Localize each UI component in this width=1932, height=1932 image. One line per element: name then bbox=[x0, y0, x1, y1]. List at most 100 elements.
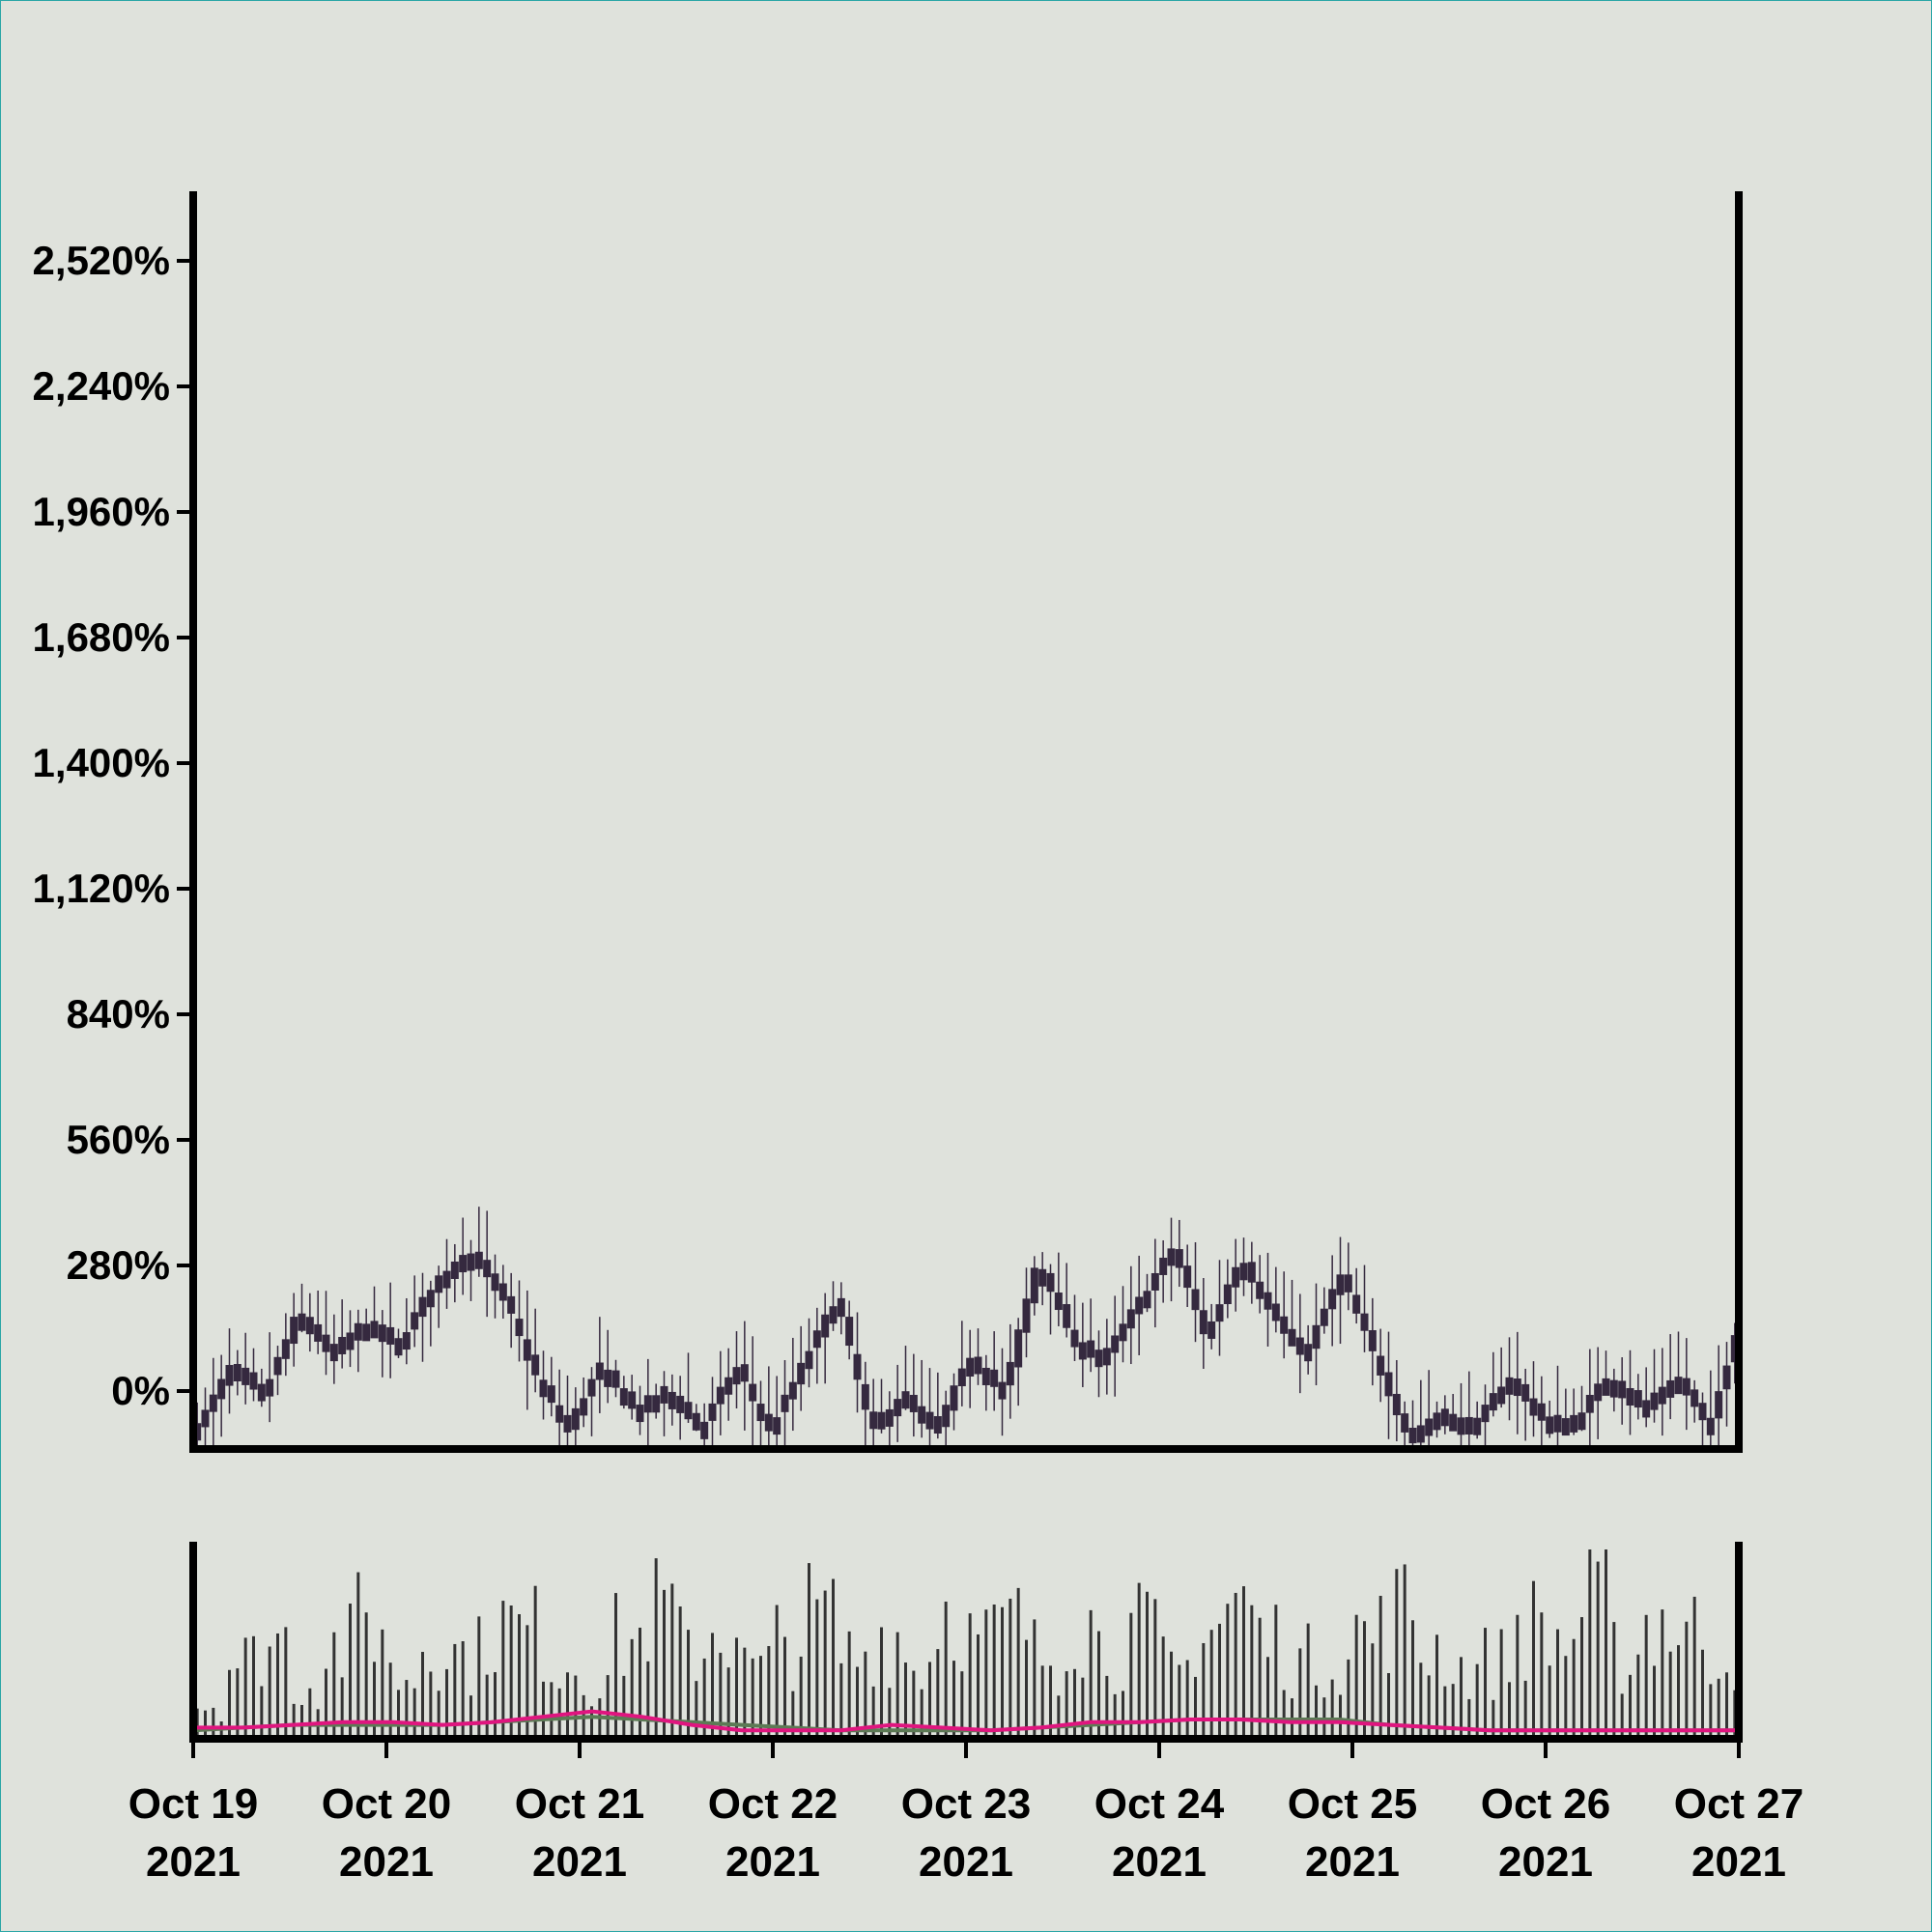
candle-body bbox=[314, 1323, 323, 1342]
candle-body bbox=[257, 1383, 266, 1402]
x-tick-label-date: Oct 25 bbox=[1288, 1780, 1418, 1828]
volume-bar bbox=[1234, 1592, 1237, 1739]
candle-body bbox=[1304, 1344, 1313, 1362]
candle-body bbox=[1006, 1361, 1014, 1386]
candle-body bbox=[998, 1381, 1007, 1400]
candle-body bbox=[619, 1388, 628, 1406]
candle-body bbox=[426, 1290, 435, 1308]
candle-body bbox=[604, 1369, 612, 1387]
volume-bar bbox=[1395, 1569, 1399, 1739]
x-tick-label-year: 2021 bbox=[532, 1838, 627, 1886]
price-panel: 0% 280% 560% 840% 1,120% 1,400% 1,680% 1,960% 2,… bbox=[33, 191, 1743, 1453]
volume-bar bbox=[260, 1686, 264, 1739]
volume-bar bbox=[799, 1656, 803, 1739]
volume-bar bbox=[300, 1704, 303, 1739]
candle-body bbox=[1473, 1417, 1482, 1435]
volume-bar bbox=[1081, 1677, 1085, 1739]
y-axis-ticks: 0% 280% 560% 840% 1,120% 1,400% 1,680% 1,960% 2,… bbox=[33, 238, 193, 1413]
volume-bar bbox=[920, 1689, 923, 1739]
volume-bar bbox=[759, 1656, 762, 1739]
candle-body bbox=[531, 1354, 540, 1376]
candle-body bbox=[652, 1395, 661, 1413]
volume-bar bbox=[1202, 1642, 1206, 1739]
volume-bar bbox=[494, 1672, 497, 1739]
volume-bar bbox=[574, 1675, 578, 1739]
candle-body bbox=[1440, 1408, 1449, 1427]
volume-bar bbox=[1146, 1591, 1149, 1739]
x-tick-label-year: 2021 bbox=[339, 1838, 434, 1886]
volume-bar bbox=[381, 1629, 384, 1739]
candle-body bbox=[386, 1326, 395, 1345]
volume-bar bbox=[1194, 1676, 1197, 1739]
candle-body bbox=[1280, 1316, 1289, 1334]
x-tick-label-date: Oct 24 bbox=[1094, 1780, 1225, 1828]
candle-body bbox=[1384, 1372, 1393, 1397]
volume-bars-group bbox=[195, 1549, 1737, 1739]
volume-bar bbox=[1009, 1598, 1012, 1739]
candle-body bbox=[1674, 1377, 1683, 1395]
candle-body bbox=[547, 1385, 555, 1404]
candle-body bbox=[491, 1273, 499, 1292]
volume-bar bbox=[1001, 1606, 1004, 1739]
volume-bar bbox=[1717, 1678, 1720, 1739]
candle-body bbox=[1232, 1266, 1240, 1288]
volume-bar bbox=[1073, 1668, 1076, 1739]
volume-bar bbox=[1677, 1645, 1680, 1739]
candle-body bbox=[266, 1378, 274, 1397]
candle-body bbox=[1167, 1248, 1176, 1266]
volume-bar bbox=[204, 1710, 207, 1739]
candle-body bbox=[498, 1283, 507, 1301]
candle-body bbox=[756, 1404, 765, 1422]
volume-bar bbox=[1049, 1665, 1052, 1739]
candle-body bbox=[1634, 1390, 1642, 1408]
x-tick-label-date: Oct 19 bbox=[128, 1780, 259, 1828]
volume-bar bbox=[936, 1649, 940, 1739]
volume-bar bbox=[1492, 1699, 1495, 1739]
volume-bar bbox=[1315, 1685, 1318, 1739]
volume-bar bbox=[268, 1646, 271, 1739]
volume-bar bbox=[928, 1662, 931, 1739]
x-tick-label-year: 2021 bbox=[1691, 1838, 1786, 1886]
volume-bar bbox=[847, 1631, 851, 1739]
volume-bar bbox=[1580, 1617, 1583, 1739]
candle-body bbox=[362, 1323, 371, 1342]
candle-body bbox=[242, 1367, 250, 1385]
volume-bar bbox=[236, 1668, 240, 1739]
volume-bar bbox=[1057, 1695, 1061, 1739]
candle-body bbox=[1352, 1294, 1361, 1314]
y-tick-label: 560% bbox=[67, 1117, 170, 1162]
volume-bar bbox=[1636, 1654, 1640, 1739]
volume-bar bbox=[1274, 1605, 1278, 1739]
volume-bar bbox=[340, 1677, 344, 1739]
volume-bar bbox=[663, 1589, 666, 1739]
candle-body bbox=[580, 1398, 588, 1416]
candle-body bbox=[209, 1394, 217, 1412]
volume-bar bbox=[518, 1614, 521, 1739]
volume-bar bbox=[1653, 1665, 1656, 1739]
candle-body bbox=[338, 1336, 347, 1354]
volume-bar bbox=[284, 1627, 288, 1739]
volume-bar bbox=[308, 1688, 312, 1739]
volume-bar bbox=[695, 1681, 698, 1739]
volume-bar bbox=[1153, 1599, 1157, 1739]
x-tick-label-date: Oct 22 bbox=[708, 1780, 838, 1828]
volume-bar bbox=[429, 1671, 433, 1739]
candle-body bbox=[732, 1367, 741, 1385]
candle-body bbox=[1513, 1378, 1521, 1397]
candle-body bbox=[918, 1406, 926, 1424]
candle-body bbox=[1609, 1379, 1618, 1398]
volume-bar bbox=[388, 1662, 392, 1739]
volume-bar bbox=[1725, 1672, 1728, 1739]
volume-bar bbox=[606, 1675, 610, 1739]
candle-body bbox=[740, 1364, 749, 1382]
volume-bar bbox=[1226, 1604, 1230, 1739]
volume-bar bbox=[1185, 1660, 1189, 1739]
volume-bar bbox=[1170, 1651, 1173, 1739]
candle-body bbox=[1553, 1414, 1562, 1433]
volume-bar bbox=[1282, 1690, 1286, 1739]
volume-bar bbox=[1572, 1638, 1576, 1739]
candle-body bbox=[1602, 1378, 1610, 1396]
candle-body bbox=[894, 1399, 902, 1417]
candle-body bbox=[539, 1379, 548, 1398]
